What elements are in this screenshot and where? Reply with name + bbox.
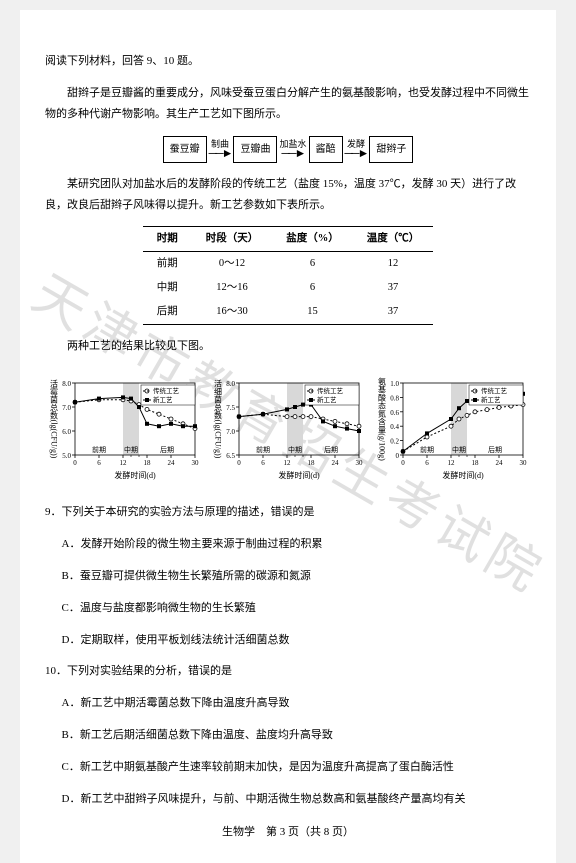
paragraph-1: 甜辫子是豆瓣酱的重要成分，风味受蚕豆蛋白分解产生的氨基酸影响，也受发酵过程中不同… [45,83,531,125]
svg-text:中期: 中期 [452,445,466,454]
svg-text:前期: 前期 [256,445,270,454]
svg-text:7.0: 7.0 [226,428,235,436]
paragraph-2: 某研究团队对加盐水后的发酵阶段的传统工艺（盐度 15%，温度 37℃，发酵 30… [45,174,531,216]
td: 前期 [143,252,192,276]
svg-text:新工艺: 新工艺 [481,395,501,404]
flow-node: 酱醅 [309,136,343,163]
td: 16～30 [192,300,273,324]
td: 0～12 [192,252,273,276]
svg-text:6: 6 [97,459,101,467]
td: 中期 [143,276,192,300]
svg-text:7.5: 7.5 [226,404,235,412]
page-footer: 生物学 第 3 页（共 8 页） [45,822,531,843]
svg-text:前期: 前期 [92,445,106,454]
svg-text:18: 18 [308,459,316,467]
q10-d: D．新工艺中甜辫子风味提升，与前、中期活微生物总数高和氨基酸终产量高均有关 [78,789,531,810]
svg-text:30: 30 [520,459,528,467]
td: 37 [353,276,434,300]
chart-1: 5.0 6.0 7.0 8.0 0 6 12 18 24 30 前期 中期 后期 传统工艺新工艺发酵时间(… [45,368,203,491]
svg-text:前期: 前期 [420,445,434,454]
q9-b: B．蚕豆瓣可提供微生物生长繁殖所需的碳源和氮源 [78,566,531,587]
th: 盐度（%） [272,227,353,252]
q9-stem: 9．下列关于本研究的实验方法与原理的描述，错误的是 [56,502,531,523]
svg-text:传统工艺: 传统工艺 [153,386,180,395]
flow-arrow: 加盐水 ──► [279,140,306,159]
exam-page: 天津市教育招生考试院 阅读下列材料，回答 9、10 题。 甜辫子是豆瓣酱的重要成… [20,10,556,863]
svg-text:新工艺: 新工艺 [317,395,337,404]
q10-stem: 10．下列对实验结果的分析，错误的是 [56,661,531,682]
td: 37 [353,300,434,324]
svg-text:6: 6 [261,459,265,467]
svg-text:30: 30 [192,459,200,467]
svg-text:0.8: 0.8 [390,394,399,402]
svg-text:24: 24 [496,459,504,467]
svg-text:0: 0 [73,459,77,467]
svg-text:18: 18 [144,459,152,467]
svg-text:活细菌总数(lg(CFU/g)): 活细菌总数(lg(CFU/g)) [214,379,223,459]
svg-text:0: 0 [401,459,405,467]
parameter-table: 时期 时段（天） 盐度（%） 温度（℃） 前期0～12612 中期12～16637… [143,226,434,325]
svg-text:发酵时间(d): 发酵时间(d) [114,470,156,480]
flow-node: 甜辫子 [369,136,413,163]
svg-text:12: 12 [120,459,128,467]
paragraph-3: 两种工艺的结果比较见下图。 [45,336,531,357]
svg-text:后期: 后期 [160,445,174,454]
chart-row: 5.06.07.08.00612182430前期中期后期传统工艺新工艺发酵时间(… [45,368,531,491]
svg-text:发酵时间(d): 发酵时间(d) [442,470,484,480]
td: 15 [272,300,353,324]
q9-d: D．定期取样，使用平板划线法统计活细菌总数 [78,630,531,651]
td: 12～16 [192,276,273,300]
svg-text:中期: 中期 [288,445,302,454]
svg-text:1.0: 1.0 [390,380,399,388]
svg-text:24: 24 [332,459,340,467]
th: 时期 [143,227,192,252]
svg-text:新工艺: 新工艺 [153,395,173,404]
svg-text:6: 6 [425,459,429,467]
th: 温度（℃） [353,227,434,252]
svg-text:中期: 中期 [124,445,138,454]
chart-2: 6.5 7.0 7.5 8.0 0 6 12 18 24 30 前期 中期 后期 传统工艺新工艺发酵时间(… [209,368,367,491]
td: 后期 [143,300,192,324]
td: 6 [272,276,353,300]
svg-text:8.0: 8.0 [226,380,235,388]
chart-3: 0 0.2 0.4 0.6 0.8 1.0 0 6 12 18 24 30 前期 中期 后期 传统工艺新工艺发… [373,368,531,491]
svg-text:30: 30 [356,459,364,467]
svg-text:活霉菌总数(lg(CFU/g)): 活霉菌总数(lg(CFU/g)) [50,379,59,459]
svg-text:12: 12 [284,459,292,467]
svg-text:后期: 后期 [324,445,338,454]
svg-text:6.5: 6.5 [226,452,235,460]
q10-c: C．新工艺中期氨基酸产生速率较前期末加快，是因为温度升高提高了蛋白酶活性 [78,757,531,778]
svg-text:24: 24 [168,459,176,467]
intro-text: 阅读下列材料，回答 9、10 题。 [45,51,531,72]
svg-text:氨基酸态氮含量(g/100g): 氨基酸态氮含量(g/100g) [378,376,387,461]
svg-text:发酵时间(d): 发酵时间(d) [278,470,320,480]
q9-a: A．发酵开始阶段的微生物主要来源于制曲过程的积累 [78,534,531,555]
q10-b: B．新工艺后期活细菌总数下降由温度、盐度均升高导致 [78,725,531,746]
svg-text:8.0: 8.0 [62,380,71,388]
svg-text:18: 18 [472,459,480,467]
svg-text:0: 0 [237,459,241,467]
th: 时段（天） [192,227,273,252]
q10-a: A．新工艺中期活霉菌总数下降由温度升高导致 [78,693,531,714]
flow-node: 豆瓣曲 [233,136,277,163]
svg-text:后期: 后期 [488,445,502,454]
svg-text:传统工艺: 传统工艺 [481,386,508,395]
svg-text:传统工艺: 传统工艺 [317,386,344,395]
flow-node: 蚕豆瓣 [163,136,207,163]
svg-text:0.4: 0.4 [390,423,399,431]
q9-c: C．温度与盐度都影响微生物的生长繁殖 [78,598,531,619]
flow-arrow: 制曲 ──► [209,140,232,159]
svg-text:7.0: 7.0 [62,404,71,412]
td: 12 [353,252,434,276]
flow-arrow: 发酵 ──► [345,140,368,159]
svg-text:12: 12 [448,459,456,467]
svg-text:5.0: 5.0 [62,452,71,460]
td: 6 [272,252,353,276]
svg-text:0: 0 [396,452,400,460]
svg-text:0.2: 0.2 [390,438,399,446]
process-flow: 蚕豆瓣 制曲 ──► 豆瓣曲 加盐水 ──► 酱醅 发酵 ──► 甜辫子 [45,136,531,163]
svg-text:0.6: 0.6 [390,409,399,417]
svg-text:6.0: 6.0 [62,428,71,436]
